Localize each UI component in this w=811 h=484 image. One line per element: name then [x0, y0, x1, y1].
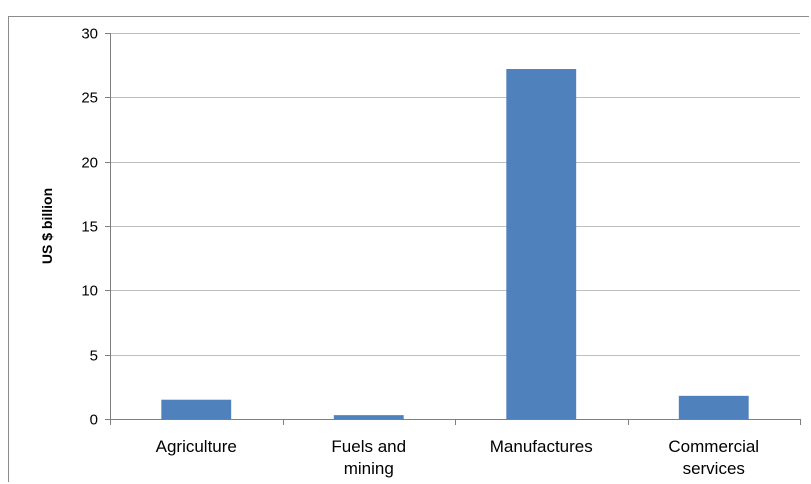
y-tick-label: 0 [90, 412, 98, 429]
x-category-label: Fuels and [331, 437, 406, 456]
y-tick-labels: 0 5 10 15 20 25 30 [81, 26, 98, 429]
bar [506, 69, 577, 419]
y-tick-label: 30 [81, 26, 98, 43]
x-category-label: Agriculture [156, 437, 237, 456]
y-axis-title: US $ billion [39, 188, 55, 264]
y-tick-label: 15 [81, 219, 98, 236]
y-tick-label: 25 [81, 90, 98, 107]
axes [105, 33, 801, 425]
bars [161, 69, 749, 419]
x-category-label: services [683, 459, 745, 478]
x-category-labels: Agriculture Fuels and mining Manufactures Co… [156, 437, 759, 478]
x-category-label: Manufactures [490, 437, 593, 456]
chart-frame [8, 16, 809, 482]
bar [678, 395, 749, 419]
x-category-label: mining [344, 459, 394, 478]
x-category-label: Commercial [668, 437, 759, 456]
y-tick-label: 5 [90, 348, 98, 365]
y-tick-label: 10 [81, 283, 98, 300]
grid-lines [110, 33, 800, 356]
bar [161, 399, 232, 419]
bar [333, 415, 404, 419]
y-tick-label: 20 [81, 155, 98, 172]
